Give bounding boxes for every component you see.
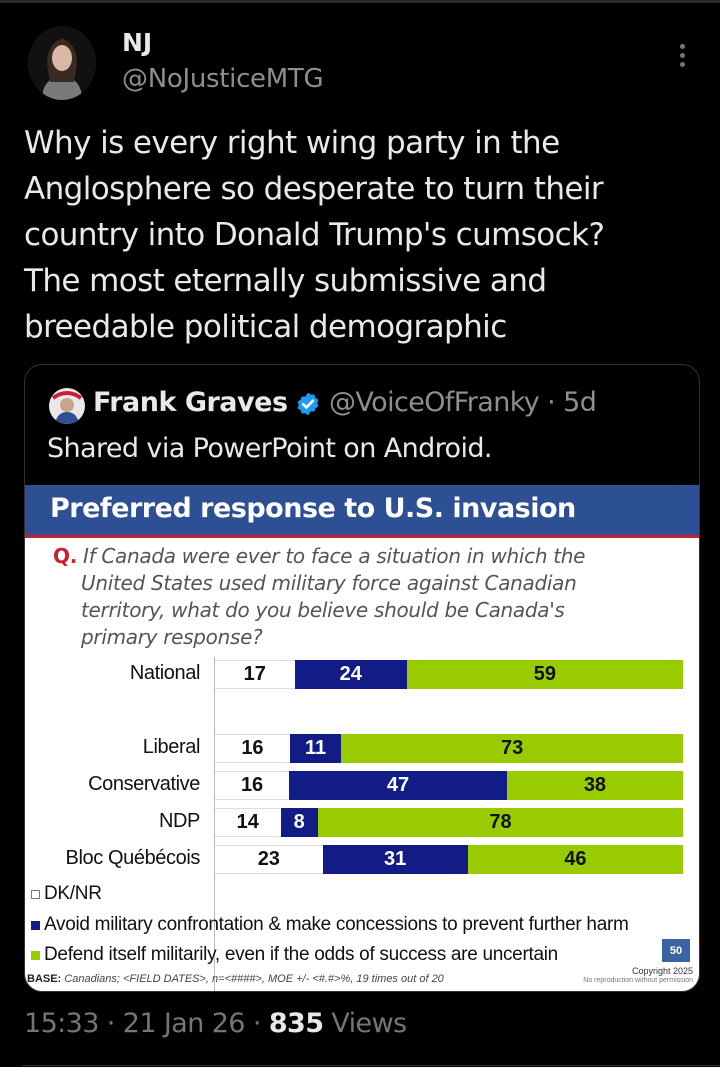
survey-question: Q. If Canada were ever to face a situatio…: [53, 543, 693, 651]
tweet-text-line: Why is every right wing party in the: [24, 125, 560, 161]
defend-segment: 73: [341, 734, 683, 763]
slide-title: Preferred response to U.S. invasion: [50, 493, 576, 524]
tweet-text-line: Anglosphere so desperate to turn their: [24, 171, 604, 207]
question-line: United States used military force agains…: [81, 571, 577, 595]
author-handle[interactable]: @NoJusticeMTG: [122, 64, 324, 94]
dk-nr-segment: 17: [215, 660, 295, 689]
defend-segment: 59: [406, 660, 683, 689]
separator: ·: [106, 1008, 116, 1039]
row-label: National: [129, 662, 201, 684]
avoid-segment: 8: [280, 808, 318, 837]
row-label: Liberal: [142, 736, 201, 758]
quoted-author-handle[interactable]: @VoiceOfFranky · 5d: [329, 387, 597, 418]
question-line: If Canada were ever to face a situation …: [83, 544, 586, 568]
legend-swatch-navy: [31, 920, 40, 930]
quoted-handle-text: @VoiceOfFranky: [329, 387, 540, 418]
row-label: Bloc Québécois: [65, 847, 201, 869]
quoted-tweet-text: Shared via PowerPoint on Android.: [47, 433, 492, 464]
defend-segment: 46: [467, 845, 683, 874]
legend-label: Avoid military confrontation & make conc…: [44, 914, 629, 935]
verified-badge-icon: [297, 392, 319, 416]
quoted-age: · 5d: [547, 387, 597, 418]
attached-chart-image[interactable]: Preferred response to U.S. invasion Q. If…: [25, 485, 699, 991]
quoted-author-name[interactable]: Frank Graves: [93, 387, 288, 418]
question-line: primary response?: [81, 625, 263, 649]
legend-swatch-green: [31, 950, 40, 960]
question-line: territory, what do you believe should be…: [81, 598, 565, 622]
avatar-portrait-icon: [28, 26, 96, 100]
stacked-bar: 17 24 59: [215, 660, 683, 689]
tweet-text-line: breedable political demographic: [24, 309, 507, 345]
stacked-bar: 14 8 78: [215, 808, 683, 837]
copyright-text: Copyright 2025: [631, 966, 693, 976]
question-marker: Q.: [53, 544, 77, 568]
stacked-bar: 23 31 46: [215, 845, 683, 874]
stacked-bar: 16 47 38: [215, 771, 683, 800]
dk-nr-segment: 14: [215, 808, 281, 837]
views-count: 835: [268, 1008, 324, 1039]
row-label: NDP: [158, 810, 200, 832]
tweet-date[interactable]: 21 Jan 26: [122, 1008, 246, 1039]
chart-axis: [214, 657, 215, 991]
slide-page-number: 50: [662, 939, 690, 962]
defend-segment: 38: [506, 771, 683, 800]
views-label: Views: [331, 1008, 407, 1039]
tweet-text-line: country into Donald Trump's cumsock?: [24, 217, 605, 253]
base-footnote: BASE: Canadians; <FIELD DATES>, n=<####>…: [27, 973, 444, 985]
avoid-segment: 11: [289, 734, 342, 763]
legend-item-avoid: Avoid military confrontation & make conc…: [31, 914, 629, 936]
legend-item-dk-nr: DK/NR: [31, 883, 102, 905]
legend-label: Defend itself militarily, even if the od…: [44, 944, 558, 965]
no-reproduction-text: No reproduction without permission: [583, 977, 693, 984]
author-name[interactable]: NJ: [122, 28, 153, 57]
tweet-time[interactable]: 15:33: [24, 1008, 99, 1039]
avatar-portrait-icon: [49, 388, 85, 424]
legend-swatch-white: [31, 889, 40, 899]
base-label: BASE:: [27, 973, 62, 985]
avoid-segment: 47: [289, 771, 507, 800]
author-avatar[interactable]: [28, 26, 96, 100]
legend-label: DK/NR: [44, 883, 102, 904]
dk-nr-segment: 23: [215, 845, 323, 874]
slide-title-bar: Preferred response to U.S. invasion: [25, 485, 699, 538]
top-border: [0, 0, 720, 3]
tweet-text: Why is every right wing party in the Ang…: [24, 120, 704, 350]
row-label: Conservative: [88, 773, 200, 795]
more-options-icon[interactable]: [672, 44, 692, 70]
dk-nr-segment: 16: [215, 771, 290, 800]
dk-nr-segment: 16: [215, 734, 290, 763]
defend-segment: 78: [317, 808, 683, 837]
tweet-text-line: The most eternally submissive and: [24, 263, 547, 299]
base-text: Canadians; <FIELD DATES>, n=<####>, MOE …: [61, 973, 444, 985]
tweet-meta: 15:33 · 21 Jan 26 · 835 Views: [24, 1008, 407, 1039]
quoted-author-avatar[interactable]: [49, 388, 85, 424]
separator: ·: [252, 1008, 262, 1039]
stacked-bar: 16 11 73: [215, 734, 683, 763]
avoid-segment: 31: [322, 845, 468, 874]
divider: [22, 1065, 720, 1066]
legend-item-defend: Defend itself militarily, even if the od…: [31, 944, 558, 966]
quoted-tweet-card[interactable]: Frank Graves @VoiceOfFranky · 5d Shared …: [24, 364, 700, 992]
avoid-segment: 24: [294, 660, 407, 689]
